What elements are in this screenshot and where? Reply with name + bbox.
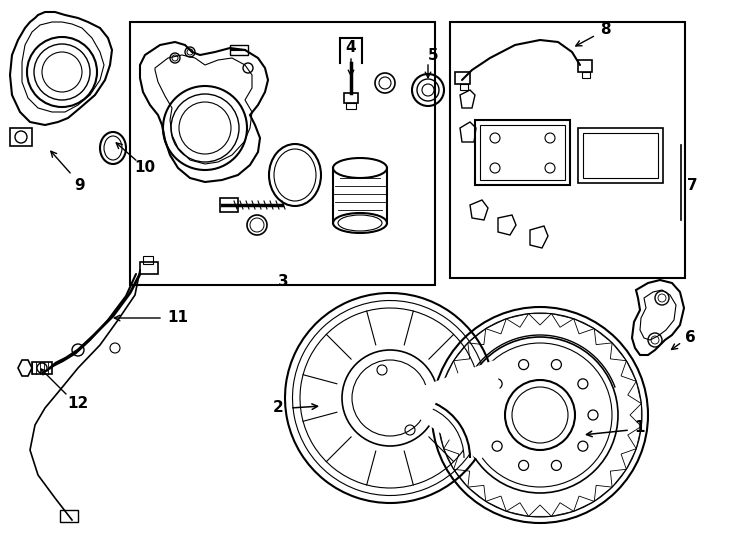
Text: 8: 8 [600,23,610,37]
Text: 3: 3 [277,274,288,289]
Bar [460,84,468,90]
Bar [10,128,32,146]
Bar [230,45,248,55]
Bar [140,262,158,274]
Text: 2: 2 [272,401,283,415]
Bar [480,125,565,180]
Bar [578,60,592,72]
Text: 10: 10 [134,160,156,176]
Bar [60,510,78,522]
Bar [346,103,356,109]
Bar [450,22,685,278]
Text: 6: 6 [685,330,695,346]
Text: 9: 9 [75,178,85,192]
Bar [130,22,435,285]
Bar [455,72,470,84]
Bar [583,133,658,178]
Bar [344,93,358,103]
Bar [578,128,663,183]
Text: 12: 12 [68,396,89,411]
Text: 4: 4 [346,40,356,56]
Text: 1: 1 [635,420,645,435]
Wedge shape [390,360,500,461]
Text: 11: 11 [167,310,189,326]
Text: 5: 5 [428,48,438,63]
Bar [475,120,570,185]
Text: 7: 7 [687,178,697,192]
Bar [143,256,153,264]
Bar [32,362,52,374]
Bar [220,198,238,212]
Bar [582,72,590,78]
